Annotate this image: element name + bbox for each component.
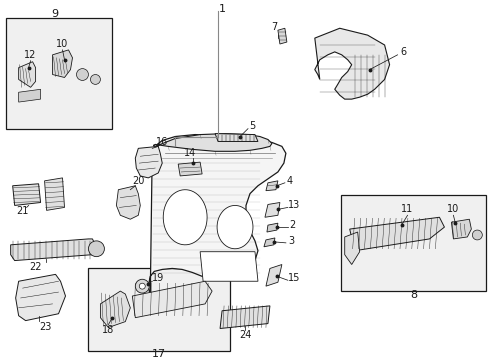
Text: 13: 13	[287, 201, 299, 211]
Text: 2: 2	[289, 220, 295, 230]
Text: 8: 8	[409, 290, 416, 300]
Polygon shape	[450, 219, 470, 239]
Text: 7: 7	[270, 22, 277, 32]
Polygon shape	[44, 178, 64, 210]
Polygon shape	[200, 252, 258, 281]
Polygon shape	[217, 206, 252, 249]
Circle shape	[88, 241, 104, 257]
Circle shape	[135, 279, 149, 293]
Polygon shape	[153, 134, 271, 151]
Text: 10: 10	[56, 39, 68, 49]
Circle shape	[90, 75, 100, 84]
Text: 6: 6	[400, 47, 406, 57]
Text: 10: 10	[447, 204, 459, 215]
Text: 16: 16	[156, 138, 168, 148]
Polygon shape	[314, 28, 389, 99]
Text: 15: 15	[287, 273, 300, 283]
Text: 3: 3	[288, 236, 294, 246]
Polygon shape	[16, 274, 65, 321]
Polygon shape	[265, 265, 281, 286]
Polygon shape	[266, 223, 277, 232]
Polygon shape	[19, 62, 36, 87]
Polygon shape	[116, 186, 140, 219]
Text: 22: 22	[29, 262, 42, 273]
Polygon shape	[100, 291, 130, 328]
Text: 17: 17	[152, 349, 166, 359]
Bar	[6, 18, 112, 129]
Polygon shape	[264, 202, 279, 217]
Polygon shape	[264, 238, 274, 247]
Text: 14: 14	[183, 148, 196, 158]
Text: 24: 24	[238, 330, 251, 341]
Polygon shape	[148, 135, 285, 296]
Polygon shape	[11, 239, 96, 261]
Circle shape	[76, 69, 88, 80]
Text: 21: 21	[17, 206, 29, 216]
Polygon shape	[265, 181, 277, 191]
Circle shape	[471, 230, 481, 240]
Text: 9: 9	[51, 9, 58, 19]
Text: 11: 11	[401, 204, 413, 215]
Bar	[88, 269, 229, 351]
Polygon shape	[220, 306, 269, 328]
Polygon shape	[132, 281, 212, 318]
Polygon shape	[52, 50, 72, 77]
Polygon shape	[163, 190, 207, 245]
Polygon shape	[19, 89, 41, 102]
Text: 5: 5	[248, 121, 255, 131]
Text: 4: 4	[286, 176, 292, 186]
Text: 20: 20	[132, 176, 144, 186]
Circle shape	[139, 283, 145, 289]
Text: 19: 19	[152, 273, 164, 283]
Polygon shape	[13, 184, 41, 206]
Text: 1: 1	[218, 4, 225, 14]
Polygon shape	[178, 162, 202, 176]
Text: 12: 12	[24, 50, 37, 60]
Polygon shape	[135, 147, 162, 178]
Text: 18: 18	[102, 325, 114, 336]
Text: 23: 23	[40, 321, 52, 332]
Polygon shape	[277, 28, 286, 44]
Polygon shape	[215, 134, 258, 141]
Polygon shape	[349, 217, 444, 251]
Polygon shape	[344, 232, 359, 265]
Bar	[340, 195, 486, 291]
